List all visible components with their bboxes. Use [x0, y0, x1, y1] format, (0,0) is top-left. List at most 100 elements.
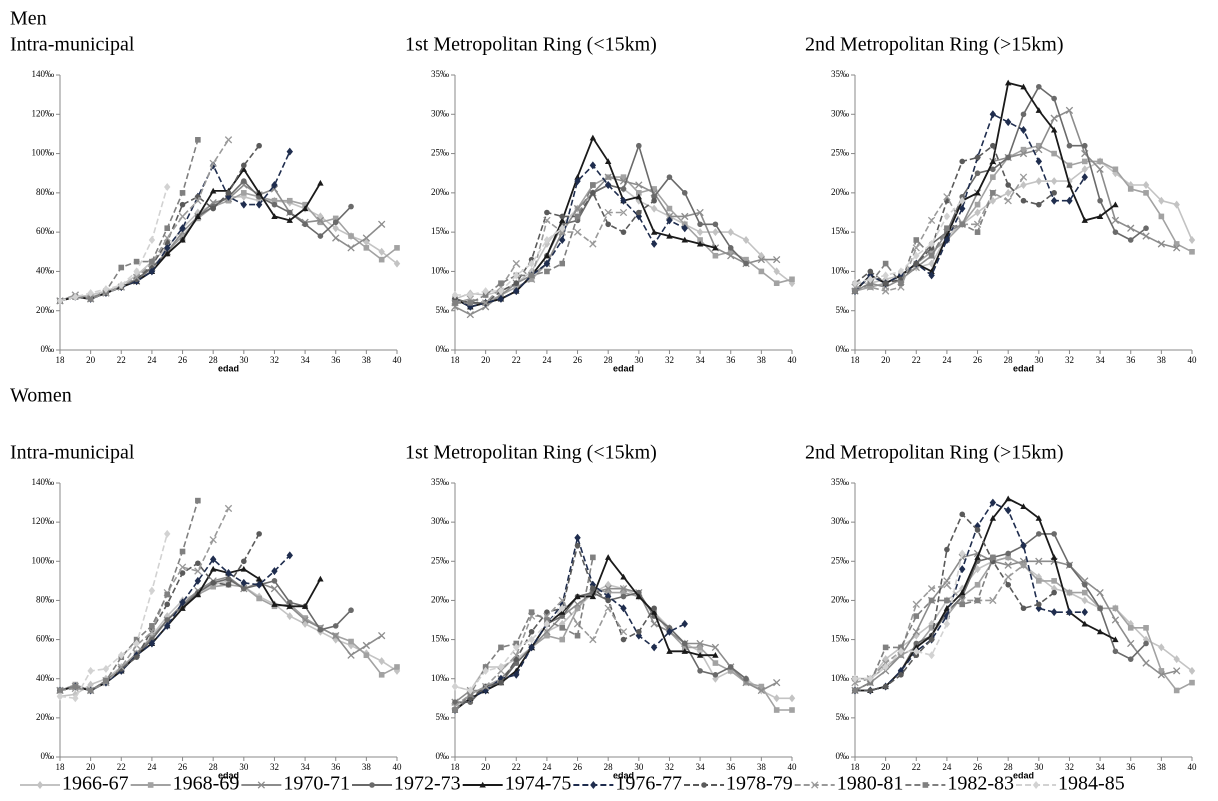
x-axis-label: edad	[218, 770, 239, 780]
marker	[1032, 781, 1040, 789]
marker	[635, 212, 643, 221]
x-tick-label: 22	[117, 762, 126, 772]
marker	[959, 221, 966, 228]
x-tick-label: 18	[451, 762, 461, 772]
marker	[758, 683, 765, 690]
marker	[882, 683, 889, 690]
marker	[574, 177, 581, 186]
marker	[912, 600, 920, 609]
marker	[1066, 589, 1073, 596]
marker	[1158, 668, 1165, 674]
marker	[348, 607, 354, 614]
marker	[1142, 232, 1150, 240]
x-tick-label: 38	[362, 762, 372, 772]
marker	[210, 583, 216, 590]
marker	[481, 682, 490, 691]
marker	[681, 190, 688, 196]
marker	[195, 137, 201, 143]
marker	[362, 641, 371, 650]
x-axis-label: edad	[613, 770, 634, 780]
marker	[369, 782, 375, 788]
marker	[666, 216, 673, 225]
marker	[1004, 79, 1012, 86]
x-tick-label: 32	[270, 762, 279, 772]
marker	[944, 597, 950, 604]
y-tick-label: 20‰	[831, 187, 849, 197]
x-tick-label: 30	[634, 355, 644, 365]
x-tick-label: 30	[1034, 762, 1044, 772]
marker	[164, 621, 171, 630]
marker	[513, 287, 520, 296]
series-line	[854, 552, 1177, 692]
marker	[133, 639, 140, 648]
marker	[317, 626, 324, 633]
marker	[773, 267, 780, 276]
y-tick-label: 15‰	[831, 634, 849, 644]
y-tick-label: 35‰	[831, 477, 849, 487]
marker	[882, 280, 889, 287]
marker	[990, 190, 996, 196]
marker	[1112, 648, 1119, 655]
marker	[118, 281, 125, 290]
y-tick-label: 0‰	[41, 344, 55, 354]
marker	[974, 189, 981, 196]
marker	[1066, 142, 1073, 149]
y-tick-label: 40‰	[36, 673, 54, 683]
x-tick-label: 26	[178, 762, 188, 772]
marker	[498, 644, 504, 651]
marker	[727, 668, 734, 674]
marker	[573, 228, 582, 236]
x-axis-label: edad	[613, 363, 634, 373]
marker	[650, 204, 658, 213]
marker	[394, 245, 400, 251]
x-tick-label: 26	[573, 355, 583, 365]
y-tick-label: 15‰	[831, 226, 849, 236]
x-tick-label: 18	[56, 762, 66, 772]
x-tick-label: 36	[331, 762, 341, 772]
marker	[1081, 589, 1088, 596]
marker	[697, 668, 703, 674]
y-tick-label: 120‰	[32, 516, 55, 526]
x-tick-label: 32	[1065, 762, 1074, 772]
y-tick-label: 5‰	[436, 305, 450, 315]
marker	[635, 181, 643, 189]
marker	[959, 204, 966, 213]
marker	[72, 683, 79, 690]
marker	[727, 245, 734, 251]
marker	[1005, 182, 1011, 188]
marker	[681, 640, 688, 647]
marker	[256, 531, 262, 537]
x-tick-label: 40	[788, 762, 798, 772]
marker	[757, 686, 766, 695]
marker	[56, 692, 64, 701]
marker	[913, 260, 920, 267]
marker	[1004, 506, 1012, 515]
series-line	[454, 176, 793, 308]
series-line	[59, 186, 168, 302]
marker	[559, 224, 566, 233]
marker	[1112, 605, 1119, 612]
marker	[513, 280, 520, 287]
marker	[590, 554, 596, 561]
marker	[727, 228, 734, 237]
marker	[528, 609, 535, 615]
marker	[393, 259, 401, 268]
series-line	[855, 512, 1055, 692]
y-tick-label: 20‰	[36, 712, 54, 722]
x-tick-label: 18	[451, 355, 461, 365]
marker	[1020, 83, 1027, 90]
marker	[286, 217, 293, 223]
marker	[897, 666, 905, 675]
marker	[179, 224, 186, 233]
marker	[650, 239, 658, 248]
marker	[224, 504, 233, 513]
marker	[240, 565, 248, 572]
marker	[179, 233, 186, 239]
y-tick-label: 10‰	[431, 673, 449, 683]
marker	[194, 567, 202, 575]
marker	[773, 678, 781, 687]
series-line	[854, 81, 1116, 292]
marker	[1005, 154, 1011, 161]
